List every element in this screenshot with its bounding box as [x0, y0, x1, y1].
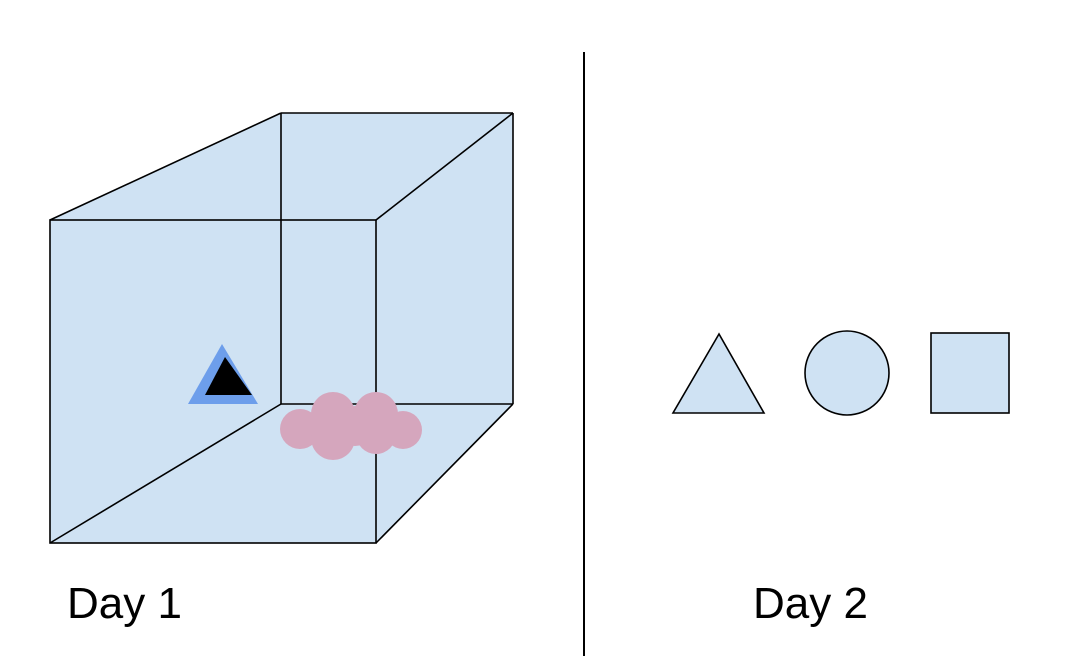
triangle-token-inner [205, 357, 252, 395]
box-edge-bottom-right [375, 403, 514, 544]
day-1-caption: Day 1 [67, 579, 182, 628]
square-shape [930, 332, 1010, 414]
transparent-box [49, 112, 514, 544]
box-edge-front [49, 219, 377, 544]
day-2-caption: Day 2 [753, 579, 868, 628]
box-edge-hidden-diagonal [49, 403, 282, 544]
circle-shape [804, 330, 890, 416]
cloud-shape [280, 392, 422, 460]
triangle-token [188, 344, 258, 404]
box-edge-top-left [49, 112, 282, 221]
triangle-shape [671, 332, 766, 414]
box-edge-top-right [375, 112, 514, 221]
